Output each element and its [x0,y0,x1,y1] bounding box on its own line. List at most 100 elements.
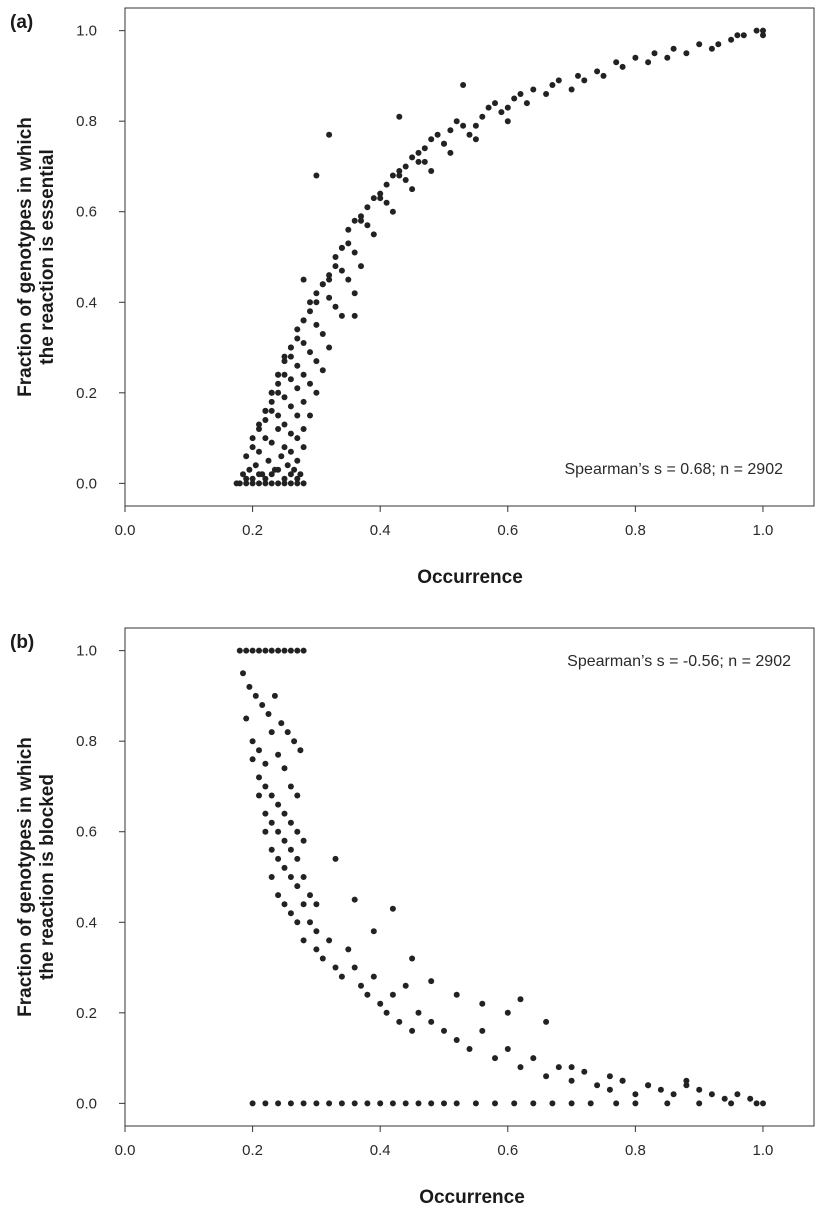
x-tick-label-b: 0.2 [242,1142,263,1159]
data-point-a [460,122,467,129]
data-point-a [664,54,671,61]
data-point-b [240,670,246,677]
x-tick-label-b: 0.6 [497,1142,518,1159]
data-point-a [409,186,416,193]
data-point-b [275,801,282,808]
data-point-a [275,466,282,473]
data-point-b [428,978,435,985]
data-point-a [313,172,320,179]
data-point-b [351,896,358,903]
spearman-annotation-a: Spearman’s s = 0.68; n = 2902 [564,461,783,478]
data-point-a [294,480,301,487]
data-point-a [358,213,364,220]
data-point-b [453,991,460,998]
data-point-a [753,27,760,34]
data-point-b [256,774,262,781]
data-point-b [287,819,294,826]
data-point-a [291,466,298,473]
data-point-b [332,855,339,862]
data-point-a [696,41,703,48]
data-point-b [606,1073,613,1080]
data-point-b [619,1077,626,1084]
data-point-a [364,222,371,229]
axis-ticks-a: 0.0 0.2 0.4 0.6 0.8 1.0 0.0 0.2 0.4 0.6 0.8 1.0 [76,23,773,539]
data-point-b [281,864,288,871]
data-point-a [396,168,403,174]
data-point-a [275,480,282,487]
data-point-b [259,702,266,708]
scatter-points-a [233,27,766,487]
data-point-a [511,95,518,102]
y-tick-label-a: 0.6 [76,204,97,221]
data-point-a [268,471,275,478]
data-point-b [664,1100,671,1107]
data-point-b [345,946,352,953]
data-point-b [294,828,301,835]
data-point-b [728,1100,735,1107]
data-point-a [287,448,294,455]
data-point-b [415,1009,422,1016]
data-point-b [262,760,269,767]
data-point-a [240,471,246,478]
data-point-a [472,122,479,129]
data-point-b [300,1100,307,1107]
data-point-a [364,204,371,211]
data-point-a [300,398,307,405]
data-point-a [396,113,403,120]
data-point-b [441,1027,447,1034]
data-point-b [555,1064,562,1071]
data-point-b [249,738,256,745]
data-point-a [297,471,304,478]
data-point-b [300,937,307,944]
data-point-b [256,747,262,754]
data-point-b [294,919,301,926]
data-point-a [326,131,333,138]
data-point-b [549,1100,556,1107]
data-point-b [613,1100,620,1107]
x-axis-label-a: Occurrence [417,567,523,588]
data-point-b [275,647,282,654]
data-point-b [351,1100,358,1107]
data-point-b [377,1000,384,1007]
data-point-b [307,892,313,899]
data-point-a [504,118,511,125]
data-point-b [243,647,250,654]
data-point-b [358,982,364,989]
data-point-a [300,426,307,432]
data-point-a [396,172,403,179]
data-point-a [319,367,326,374]
data-point-a [402,163,409,170]
data-point-a [281,358,288,365]
data-point-b [300,647,307,654]
plot-area-a [124,7,815,507]
data-point-b [415,1100,422,1107]
data-point-a [351,312,358,319]
data-point-a [307,380,313,387]
data-point-a [287,376,294,383]
data-point-b [313,928,320,935]
data-point-a [294,326,301,333]
axis-ticks-b: 0.0 0.2 0.4 0.6 0.8 1.0 0.0 0.2 0.4 0.6 0.8 1.0 [76,643,773,1159]
data-point-b [511,1100,518,1107]
x-axis-label-b: Occurrence [419,1187,525,1205]
data-point-b [364,1100,371,1107]
data-point-a [619,63,626,70]
data-point-b [696,1100,703,1107]
data-point-a [345,276,352,283]
data-point-a [256,480,262,487]
data-point-b [683,1082,690,1089]
data-point-b [265,711,272,717]
data-point-a [294,385,301,392]
y-axis-label-a-line2: the reaction is essential [37,149,58,364]
data-point-a [313,290,320,297]
data-point-b [287,783,294,790]
data-point-a [294,362,301,369]
data-point-a [281,444,288,451]
data-point-b [708,1091,715,1098]
data-point-a [262,407,269,414]
y-tick-label-b: 0.0 [76,1095,97,1112]
data-point-b [568,1100,575,1107]
panel-b: (b) Fraction of genotypes in which the r… [10,627,815,1205]
data-point-a [517,91,524,97]
data-point-a [389,208,396,215]
